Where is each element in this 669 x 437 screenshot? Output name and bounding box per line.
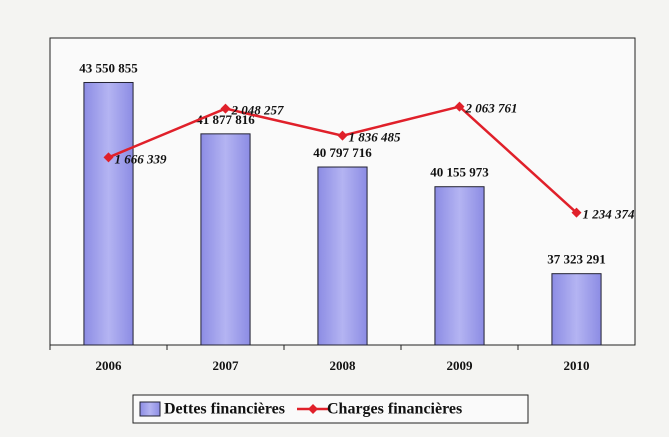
- line-marker: [454, 101, 465, 112]
- line-marker: [220, 103, 231, 114]
- bar: [317, 166, 368, 346]
- legend-swatch: [139, 401, 161, 417]
- line-value-label: 1 666 339: [115, 151, 168, 166]
- bar-value-label: 40 155 973: [430, 165, 489, 180]
- bar-value-label: 40 797 716: [313, 145, 372, 160]
- legend-label: Charges financières: [327, 401, 462, 418]
- x-tick-label: 2007: [213, 358, 240, 373]
- x-tick-label: 2006: [96, 358, 123, 373]
- bar: [200, 133, 251, 346]
- bar-value-label: 37 323 291: [547, 252, 606, 267]
- bar: [434, 186, 485, 346]
- x-tick-label: 2010: [564, 358, 590, 373]
- line-marker: [571, 207, 582, 218]
- line-marker: [103, 152, 114, 163]
- x-tick-label: 2009: [447, 358, 474, 373]
- line-value-label: 2 048 257: [231, 103, 285, 118]
- bar: [83, 81, 134, 346]
- line-marker: [337, 130, 348, 141]
- line-value-label: 1 836 485: [349, 130, 402, 145]
- legend-box: [132, 394, 529, 424]
- x-tick-label: 2008: [330, 358, 357, 373]
- legend-label: Dettes financières: [164, 401, 285, 418]
- legend-marker: [308, 404, 318, 414]
- line-value-label: 2 063 761: [465, 101, 518, 116]
- line-value-label: 1 234 374: [583, 207, 636, 222]
- bar: [551, 273, 602, 346]
- bar-value-label: 43 550 855: [79, 60, 138, 75]
